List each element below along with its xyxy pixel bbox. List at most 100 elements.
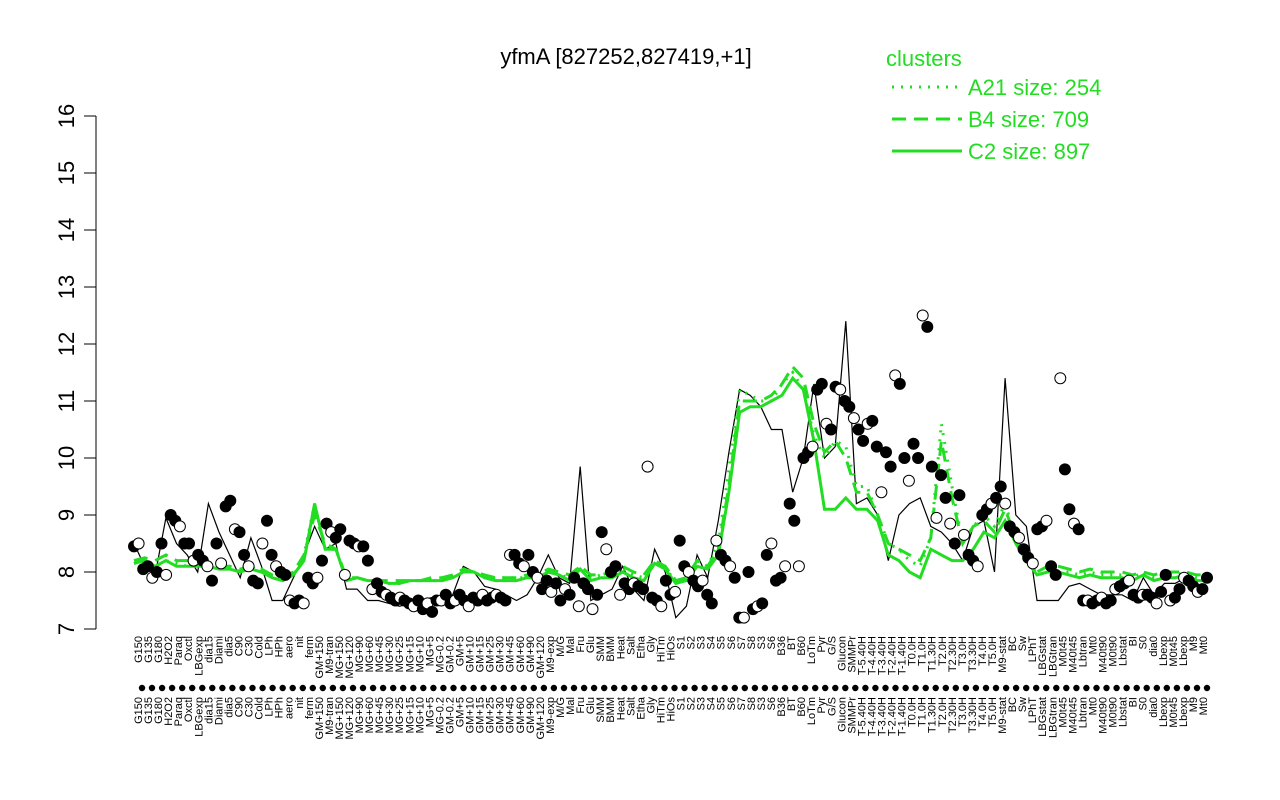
rug-mark (490, 684, 497, 692)
rug-mark (480, 684, 487, 692)
x-label-lower: T1.30H (927, 697, 939, 733)
rug-mark (349, 684, 357, 692)
data-point (201, 560, 214, 573)
x-label-upper: S4 (706, 636, 718, 649)
data-point (206, 574, 218, 587)
x-label-upper: H2O2 (163, 636, 175, 665)
x-label-lower: T1.0H (917, 697, 929, 727)
rug-mark (972, 684, 980, 692)
rug-mark (1012, 684, 1020, 692)
data-point (1201, 571, 1213, 584)
x-label-lower: Sw (1017, 697, 1029, 712)
data-point (1072, 523, 1085, 536)
x-label-upper: MG+60 (364, 636, 376, 672)
data-point (994, 480, 1007, 493)
x-label-upper: dia15 (203, 636, 215, 663)
data-point (1040, 514, 1053, 527)
data-points (128, 309, 1213, 624)
x-label-lower: M9-tran (324, 697, 336, 735)
x-label-lower: T-1.40H (897, 697, 909, 736)
rug-mark (1033, 684, 1040, 692)
x-label-lower: GM+150 (314, 697, 326, 740)
data-point (783, 497, 796, 510)
rug-mark (741, 684, 748, 692)
y-axis: 7 8 9 10 11 12 13 14 15 16 (54, 104, 97, 635)
x-label-upper: M/G (555, 636, 567, 657)
x-label-upper: LPh (264, 636, 276, 656)
x-label-lower: LBGexp (193, 697, 205, 737)
rug-mark (892, 684, 899, 692)
x-label-upper: HiOs (666, 636, 678, 661)
x-label-lower: GM+30 (495, 697, 507, 733)
data-point (522, 548, 535, 561)
x-label-upper: GM+25 (485, 636, 497, 672)
data-point (1159, 568, 1172, 581)
data-point (311, 571, 324, 584)
x-label-upper: LBGexp (193, 636, 205, 676)
data-point (724, 560, 737, 573)
data-point (990, 491, 1003, 504)
y-tick-label: 14 (54, 218, 79, 242)
x-label-lower: T-3.40H (877, 697, 889, 736)
data-point (815, 377, 828, 390)
x-label-lower: Mt0 (1088, 697, 1100, 715)
data-point (916, 309, 929, 322)
x-label-upper: M0t90 (1108, 636, 1120, 667)
rug-mark (932, 684, 939, 692)
data-point (279, 568, 292, 581)
x-label-upper: MG+90 (354, 636, 366, 672)
x-label-upper: MG+45 (374, 636, 386, 672)
x-label-upper: Diami (213, 636, 225, 664)
x-label-upper: ferm (304, 636, 316, 658)
x-label-upper: G135 (143, 636, 155, 663)
x-label-upper: S6 (726, 636, 738, 649)
x-label-upper: GM+10 (465, 636, 477, 672)
legend-label: A21 size: 254 (968, 75, 1101, 100)
x-label-lower: Glu (585, 697, 597, 714)
rug-mark (309, 684, 316, 692)
x-label-upper: Lbstat (1118, 636, 1130, 666)
x-label-upper: S8 (746, 636, 758, 649)
x-label-lower: BT (786, 697, 798, 711)
x-label-upper: M9-stat (997, 636, 1009, 673)
x-label-upper: M9-tran (324, 636, 336, 674)
rug-mark (1053, 684, 1060, 692)
data-point (925, 460, 938, 473)
rug-mark (379, 684, 387, 692)
x-label-upper: Mt0 (1198, 636, 1210, 654)
data-point (568, 571, 581, 584)
rug-mark (440, 684, 447, 692)
x-label-lower: MG+25 (394, 697, 406, 733)
data-point (297, 597, 310, 610)
rug-mark (420, 684, 427, 692)
rug-mark (229, 684, 236, 692)
x-label-upper: C90 (234, 636, 246, 656)
x-label-upper: LBGtran (1047, 636, 1059, 677)
x-label-lower: MG+90 (354, 697, 366, 733)
x-label-lower: MG+5 (424, 697, 436, 727)
x-label-upper: M0t45 (1168, 636, 1180, 667)
data-point (549, 577, 562, 590)
data-point (155, 537, 168, 550)
x-label-upper: LBGstat (1037, 636, 1049, 676)
x-label-lower: LBGstat (1037, 697, 1049, 737)
x-label-lower: S6 (726, 697, 738, 710)
x-label-lower: Mt0 (1198, 697, 1210, 715)
rug-mark (369, 684, 377, 692)
rug-mark (872, 684, 879, 692)
x-label-upper: GM+45 (505, 636, 517, 672)
x-label-lower: SMM (595, 697, 607, 723)
rug-mark (852, 684, 859, 692)
x-label-upper: S7 (736, 636, 748, 649)
data-point (742, 566, 755, 578)
x-label-upper: nit (294, 636, 306, 648)
x-label-lower: B36 (776, 697, 788, 717)
rug-mark (812, 684, 819, 692)
data-point (256, 537, 269, 550)
rug-mark (1093, 684, 1100, 692)
x-label-lower: GM-0.2 (445, 697, 457, 734)
data-point (1013, 531, 1025, 544)
rug-mark (329, 684, 337, 692)
data-point (792, 560, 805, 573)
x-label-upper: Gly (645, 636, 657, 653)
